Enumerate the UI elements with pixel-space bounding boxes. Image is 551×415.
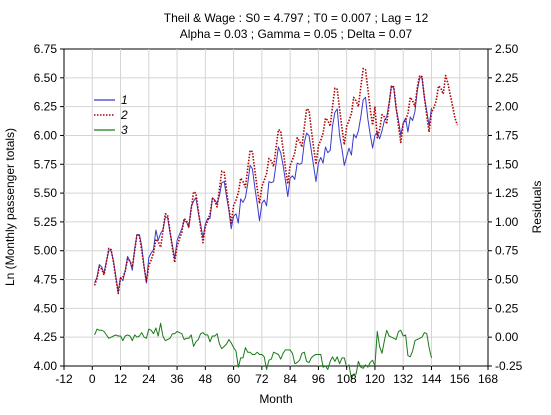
x-tick-label: -12 [55,372,73,386]
y-right-tick-label: 1.25 [495,186,519,200]
y-tick-label: 5.75 [34,157,58,171]
chart-title: Theil & Wage : S0 = 4.797 ; T0 = 0.007 ;… [164,11,429,25]
y-axis-right-label: Residuals [530,181,544,234]
plot-frame [63,48,489,367]
y-tick-label: 4.75 [34,273,58,287]
y-tick-label: 4.50 [34,301,58,315]
y-right-tick-label: 2.50 [495,42,519,56]
y-right-tick-label: 0.25 [495,301,519,315]
x-tick-label: 168 [478,372,498,386]
y-right-tick-label: 1.50 [495,157,519,171]
chart-subtitle: Alpha = 0.03 ; Gamma = 0.05 ; Delta = 0.… [180,27,413,41]
y-tick-label: 4.00 [34,359,58,373]
y-right-tick-label: 0.00 [495,330,519,344]
x-tick-label: 72 [255,372,269,386]
x-tick-label: 84 [283,372,297,386]
x-tick-label: 36 [170,372,184,386]
x-tick-label: 144 [421,372,441,386]
y-tick-label: 5.25 [34,215,58,229]
series-line-3 [94,322,432,380]
legend-label-1: 1 [121,93,128,107]
y-right-tick-label: 2.25 [495,71,519,85]
y-tick-label: 6.25 [34,100,58,114]
y-tick-label: 6.75 [34,42,58,56]
series-line-2 [93,67,459,295]
legend-label-3: 3 [121,123,128,137]
x-tick-label: 96 [312,372,326,386]
y-axis-right: -0.25 0.00 0.25 0.50 0.75 1.00 1.25 1.50 1.75 2.0… [488,42,523,373]
x-axis-label: Month [259,392,292,406]
y-axis-left: 4.00 4.25 4.50 4.75 5.00 5.25 5.50 5.75 6.00 6.25… [34,42,64,373]
x-tick-label: 24 [142,372,156,386]
y-axis-label: Ln (Monthly passenger totals) [3,128,17,286]
y-right-tick-label: 1.00 [495,215,519,229]
x-tick-label: 120 [365,372,385,386]
y-right-tick-label: 0.75 [495,244,519,258]
y-tick-label: 5.00 [34,244,58,258]
x-tick-label: 132 [393,372,413,386]
x-tick-label: 156 [450,372,470,386]
y-right-tick-label: 2.00 [495,100,519,114]
y-tick-label: 6.50 [34,71,58,85]
y-tick-label: 4.25 [34,330,58,344]
x-tick-label: 108 [337,372,357,386]
y-right-tick-label: 1.75 [495,128,519,142]
y-right-tick-label: 0.50 [495,273,519,287]
legend-label-2: 2 [120,108,128,122]
y-right-tick-label: -0.25 [495,359,523,373]
series-layer [93,67,459,380]
x-tick-label: 0 [89,372,96,386]
y-tick-label: 6.00 [34,128,58,142]
x-tick-label: 60 [227,372,241,386]
x-tick-label: 12 [114,372,128,386]
y-tick-label: 5.50 [34,186,58,200]
series-line-1 [94,77,432,293]
legend: 123 [94,93,128,137]
x-tick-label: 48 [199,372,213,386]
x-axis: -12 0 12 24 36 48 60 72 84 96 108 120 132 144 156 168 [55,366,498,386]
